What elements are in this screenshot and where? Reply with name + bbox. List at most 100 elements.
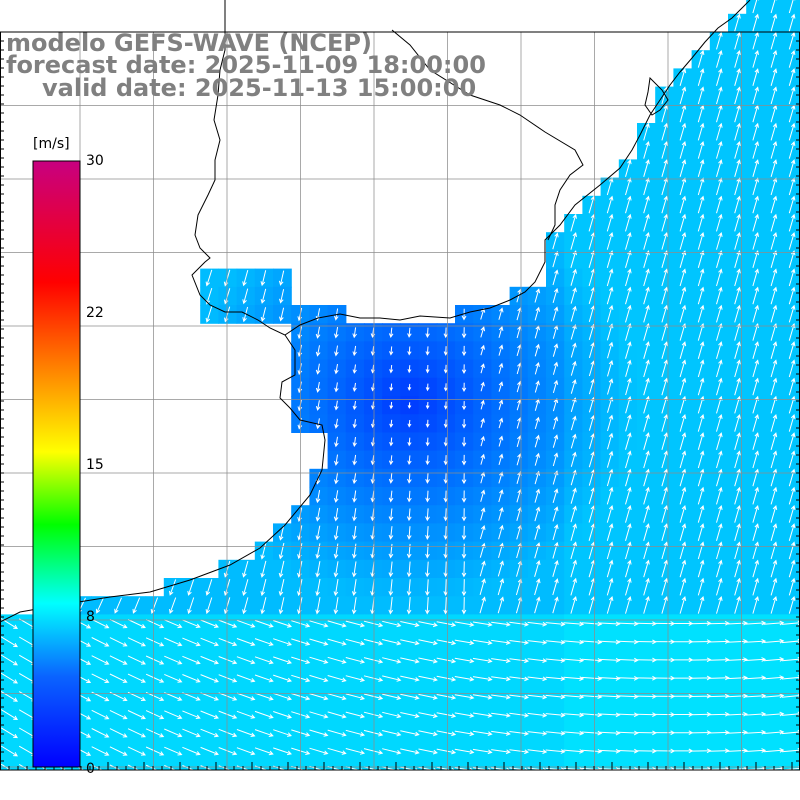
wind-arrow xyxy=(352,472,357,485)
wind-arrow xyxy=(260,270,267,287)
wind-arrow xyxy=(498,381,504,392)
wind-arrow xyxy=(479,524,486,540)
wind-arrow xyxy=(109,764,126,770)
wind-arrow xyxy=(599,676,621,681)
wind-arrow xyxy=(752,140,759,159)
wind-arrow xyxy=(352,508,357,522)
wind-arrow xyxy=(770,177,778,196)
wind-arrow xyxy=(461,472,467,485)
wind-arrow xyxy=(425,455,430,466)
wind-arrow xyxy=(527,712,548,718)
wind-arrow xyxy=(770,486,778,505)
wind-arrow xyxy=(625,359,632,377)
wind-arrow xyxy=(709,693,730,699)
wind-arrow xyxy=(581,676,603,681)
wind-arrow xyxy=(570,523,577,541)
wind-arrow xyxy=(606,450,614,468)
border-line xyxy=(391,29,584,241)
wind-arrow xyxy=(164,673,183,683)
wind-arrow xyxy=(734,450,741,469)
wind-arrow xyxy=(406,561,412,578)
wind-arrow xyxy=(273,729,292,737)
wind-arrow xyxy=(407,402,412,409)
wind-arrow xyxy=(388,561,394,578)
wind-arrow xyxy=(581,748,603,754)
wind-arrow xyxy=(716,541,723,560)
wind-arrow xyxy=(618,694,639,699)
wind-speed-cell xyxy=(127,760,147,770)
wind-arrow xyxy=(472,657,493,664)
wind-arrow xyxy=(643,432,650,450)
wind-arrow xyxy=(109,618,128,629)
wind-arrow xyxy=(145,619,165,629)
wind-arrow xyxy=(770,413,778,432)
wind-arrow xyxy=(382,711,402,719)
wind-arrow xyxy=(109,655,128,665)
wind-arrow xyxy=(661,523,668,541)
wind-arrow xyxy=(242,269,249,287)
coastline-uruguay xyxy=(284,0,751,336)
wind-arrow xyxy=(109,728,128,738)
wind-speed-cell xyxy=(527,760,547,770)
wind-arrow xyxy=(581,730,603,736)
wind-arrow xyxy=(400,639,420,646)
wind-arrow xyxy=(581,657,603,663)
wind-arrow xyxy=(0,636,18,648)
wind-arrow xyxy=(363,638,384,646)
wind-arrow xyxy=(752,195,759,214)
wind-arrow xyxy=(625,468,632,487)
wind-arrow xyxy=(345,657,366,664)
wind-arrow xyxy=(770,341,778,359)
wind-arrow xyxy=(327,656,347,664)
wind-arrow xyxy=(788,413,796,432)
wind-arrow xyxy=(309,674,329,683)
wind-arrow xyxy=(454,730,475,737)
wind-arrow xyxy=(382,748,402,755)
wind-arrow xyxy=(461,579,467,597)
wind-arrow xyxy=(454,657,475,664)
wind-arrow xyxy=(406,579,412,596)
wind-arrow xyxy=(182,674,201,683)
wind-arrow xyxy=(770,86,778,105)
wind-arrow xyxy=(418,730,438,737)
wind-arrow xyxy=(697,523,705,541)
wind-arrow xyxy=(182,710,201,719)
wind-arrow xyxy=(260,542,267,560)
wind-arrow xyxy=(534,524,541,540)
wind-arrow xyxy=(716,359,723,378)
wind-arrow xyxy=(406,490,412,503)
wind-arrow xyxy=(734,577,741,596)
wind-arrow xyxy=(400,748,420,755)
wind-arrow xyxy=(443,437,449,447)
wind-speed-cell xyxy=(91,760,110,770)
wind-arrow xyxy=(278,525,285,541)
wind-arrow xyxy=(727,730,748,735)
wind-arrow xyxy=(273,674,292,683)
wind-arrow xyxy=(278,542,285,560)
wind-arrow xyxy=(425,419,430,428)
wind-arrow xyxy=(254,692,274,701)
wind-arrow xyxy=(679,523,687,541)
wind-arrow xyxy=(697,159,705,177)
wind-arrow xyxy=(443,561,449,578)
wind-arrow xyxy=(607,414,614,432)
wind-arrow xyxy=(545,730,566,736)
wind-arrow xyxy=(734,122,741,141)
wind-arrow xyxy=(552,379,559,394)
colorbar-tick-label: 0 xyxy=(86,761,95,777)
wind-arrow xyxy=(333,579,339,597)
wind-arrow xyxy=(788,504,796,523)
wind-arrow xyxy=(534,470,541,485)
wind-arrow xyxy=(315,490,321,504)
wind-arrow xyxy=(716,504,723,523)
wind-arrow xyxy=(581,712,603,718)
wind-arrow xyxy=(716,31,723,50)
wind-arrow xyxy=(498,417,504,429)
wind-arrow xyxy=(679,195,687,214)
wind-arrow xyxy=(661,413,668,432)
wind-arrow xyxy=(436,657,457,664)
wind-arrow xyxy=(315,400,321,411)
wind-arrow xyxy=(169,579,177,596)
wind-arrow xyxy=(309,747,329,755)
wind-arrow xyxy=(697,140,705,159)
